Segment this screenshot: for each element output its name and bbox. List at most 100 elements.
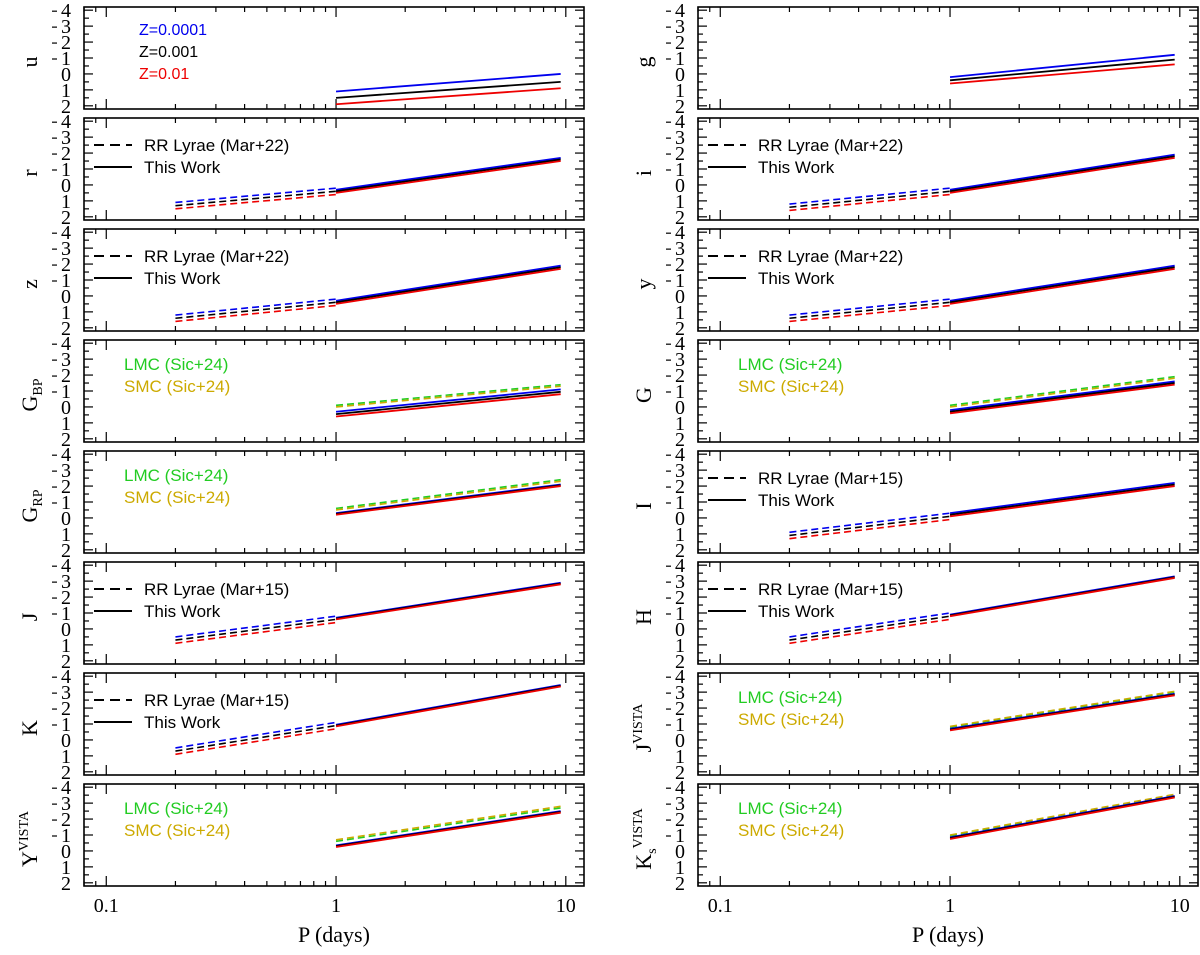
legend-entry: LMC (Sic+24): [738, 799, 842, 818]
legend-entry: SMC (Sic+24): [124, 377, 230, 396]
y-tick-label: 2: [61, 318, 71, 340]
band-name: G: [631, 387, 656, 403]
legend-entry: RR Lyrae (Mar+15): [758, 580, 903, 599]
legend-entry: This Work: [144, 158, 221, 177]
y-tick-label: 3: [675, 682, 685, 704]
series-line-2: [789, 304, 951, 323]
plot-frame: [697, 6, 1199, 110]
y-tick-label: 0: [61, 175, 71, 197]
y-axis-label: J: [17, 612, 42, 621]
y-tick-label: 4: [675, 444, 685, 466]
legend-entry: RR Lyrae (Mar+22): [758, 136, 903, 155]
series-line-4: [949, 155, 1175, 193]
y-tick-label: 1: [675, 413, 685, 435]
legend-entry: SMC (Sic+24): [738, 821, 844, 840]
legend-entry: SMC (Sic+24): [124, 821, 230, 840]
series-line-1: [949, 690, 1175, 728]
y-tick-label: 2: [675, 698, 685, 720]
y-tick-label: 0: [675, 508, 685, 530]
legend-entry: This Work: [144, 602, 221, 621]
y-tick-label: 2: [675, 32, 685, 54]
y-tick-label: 4: [675, 0, 685, 22]
series-line-1: [175, 618, 337, 641]
band-superscript: VISTA: [631, 703, 646, 744]
y-tick-label: 4: [61, 111, 71, 133]
series-line-0: [175, 721, 337, 749]
legend-entry: LMC (Sic+24): [124, 355, 228, 374]
legend-entry: LMC (Sic+24): [124, 799, 228, 818]
y-tick-label: 1: [61, 381, 71, 403]
series-line-4: [949, 383, 1175, 415]
series-line-0: [175, 298, 337, 316]
x-tick-label: 1: [331, 895, 341, 917]
band-name: g: [631, 57, 656, 68]
band-superscript: VISTA: [631, 807, 646, 848]
legend-entry: RR Lyrae (Mar+15): [758, 469, 903, 488]
series-line-1: [949, 793, 1175, 836]
y-tick-label: 1: [61, 603, 71, 625]
series-line-5: [949, 267, 1175, 305]
series-line-4: [335, 485, 561, 516]
band-name: G: [17, 507, 42, 523]
x-tick-label: 10: [1170, 895, 1190, 917]
series-line-1: [949, 377, 1175, 408]
series-line-4: [949, 266, 1175, 304]
y-tick-label: 2: [61, 873, 71, 895]
y-tick-label: 1: [61, 825, 71, 847]
y-tick-label: 2: [61, 476, 71, 498]
y-tick-label: 0: [675, 841, 685, 863]
band-name: K: [631, 854, 656, 870]
y-axis-label: G: [631, 387, 656, 403]
y-tick-label: 2: [675, 143, 685, 165]
series-line-2: [175, 193, 337, 210]
y-tick-label: 3: [61, 238, 71, 260]
y-axis-label: JVISTA: [631, 703, 656, 753]
legend-entry: This Work: [144, 269, 221, 288]
y-tick-label: 2: [61, 698, 71, 720]
y-tick-label: 2: [675, 476, 685, 498]
band-subscript: s: [645, 848, 660, 853]
y-tick-label: 0: [61, 841, 71, 863]
series-line-4: [335, 811, 561, 848]
series-line-3: [949, 382, 1175, 413]
y-tick-label: 2: [675, 809, 685, 831]
y-tick-label: 4: [675, 555, 685, 577]
y-tick-label: 3: [61, 460, 71, 482]
y-axis-label: GRP: [17, 489, 46, 522]
series-line-1: [335, 385, 561, 408]
y-tick-label: 2: [61, 587, 71, 609]
y-tick-label: 4: [61, 222, 71, 244]
series-line-2: [335, 388, 561, 413]
series-line-3: [949, 153, 1175, 191]
y-tick-label: 0: [61, 397, 71, 419]
series-line-2: [175, 621, 337, 645]
y-tick-label: 1: [675, 191, 685, 213]
series-line-1: [335, 480, 561, 511]
y-tick-label: 3: [675, 793, 685, 815]
y-tick-label: 2: [61, 365, 71, 387]
series-line-2: [175, 727, 337, 756]
y-tick-label: 2: [675, 587, 685, 609]
legend-entry: This Work: [758, 158, 835, 177]
series-line-3: [949, 264, 1175, 302]
y-tick-label: 4: [675, 666, 685, 688]
legend-entry: This Work: [758, 269, 835, 288]
legend-entry: RR Lyrae (Mar+22): [144, 136, 289, 155]
series-line-2: [175, 304, 337, 323]
legend-entry: RR Lyrae (Mar+15): [144, 691, 289, 710]
y-tick-label: 2: [675, 207, 685, 229]
series-line-2: [335, 87, 561, 106]
y-tick-label: 4: [675, 333, 685, 355]
series-line-0: [789, 187, 951, 205]
band-name: r: [17, 169, 42, 177]
series-line-1: [949, 58, 1175, 82]
y-tick-label: 2: [675, 96, 685, 118]
y-tick-label: 2: [675, 651, 685, 673]
band-name: J: [631, 743, 656, 752]
x-axis-title: P (days): [298, 922, 370, 947]
series-line-1: [789, 615, 951, 641]
